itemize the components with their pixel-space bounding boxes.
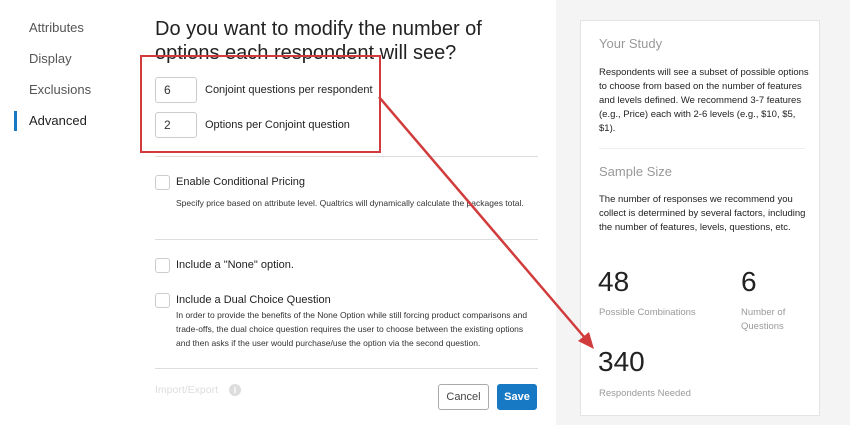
divider	[155, 239, 538, 240]
nav-item-attributes[interactable]: Attributes	[29, 20, 84, 35]
divider	[599, 148, 805, 149]
annotation-highlight-box	[140, 55, 381, 153]
info-icon[interactable]: i	[229, 384, 241, 396]
nav-item-advanced[interactable]: Advanced	[0, 105, 130, 136]
questions-per-respondent-field: Conjoint questions per respondent	[155, 77, 373, 103]
field-label: Options per Conjoint question	[205, 119, 350, 131]
none-option-checkbox[interactable]	[155, 258, 170, 273]
conditional-pricing-checkbox[interactable]	[155, 175, 170, 190]
conditional-pricing-description: Specify price based on attribute level. …	[176, 198, 524, 208]
nav-item-display[interactable]: Display	[29, 51, 72, 66]
field-label: Conjoint questions per respondent	[205, 84, 373, 96]
number-of-questions-value: 6	[741, 266, 757, 297]
divider	[155, 156, 538, 157]
respondents-needed-value: 340	[598, 346, 645, 377]
dual-choice-description: In order to provide the benefits of the …	[176, 310, 528, 348]
your-study-text: Respondents will see a subset of possibl…	[599, 67, 809, 134]
your-study-heading: Your Study	[599, 36, 663, 51]
questions-per-respondent-input[interactable]	[155, 77, 197, 103]
dual-choice-checkbox[interactable]	[155, 293, 170, 308]
cancel-button[interactable]: Cancel	[438, 384, 489, 410]
conditional-pricing-label: Enable Conditional Pricing	[176, 176, 306, 188]
options-per-question-input[interactable]	[155, 112, 197, 138]
respondents-needed-label: Respondents Needed	[599, 388, 691, 399]
divider	[155, 368, 538, 369]
number-of-questions-label: Number of Questions	[741, 307, 786, 332]
sidebar-nav: Attributes Display Exclusions Advanced	[0, 12, 130, 136]
possible-combinations-label: Possible Combinations	[599, 307, 696, 318]
sample-size-heading: Sample Size	[599, 164, 672, 179]
dual-choice-label: Include a Dual Choice Question	[176, 294, 331, 306]
study-summary-card: Your Study Respondents will see a subset…	[580, 20, 820, 416]
nav-item-exclusions[interactable]: Exclusions	[29, 82, 92, 97]
save-button[interactable]: Save	[497, 384, 537, 410]
possible-combinations-value: 48	[598, 266, 630, 297]
options-per-question-field: Options per Conjoint question	[155, 112, 350, 138]
import-export-link[interactable]: Import/Export	[155, 384, 219, 396]
none-option-label: Include a "None" option.	[176, 259, 294, 271]
sample-size-text: The number of responses we recommend you…	[599, 194, 806, 233]
